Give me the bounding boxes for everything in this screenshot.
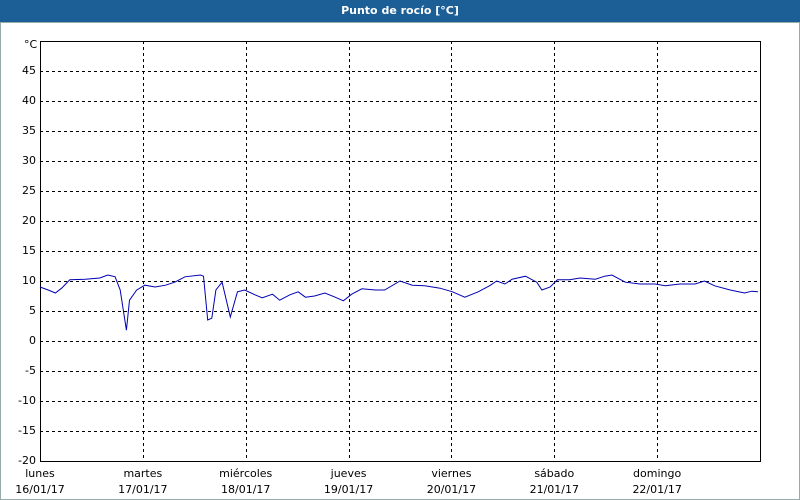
y-tick-label: 15 <box>22 244 36 257</box>
x-tick-label: miércoles <box>219 467 272 480</box>
y-tick-label: 30 <box>22 154 36 167</box>
y-tick-label: 25 <box>22 184 36 197</box>
x-tick-label: martes <box>123 467 162 480</box>
line <box>39 274 758 331</box>
y-tick-label: 35 <box>22 124 36 137</box>
x-tick-date: 16/01/17 <box>15 483 64 496</box>
x-tick-date: 18/01/17 <box>221 483 270 496</box>
y-tick-label: -20 <box>18 454 36 467</box>
y-tick-label: 0 <box>29 334 36 347</box>
x-tick-label: sábado <box>534 467 574 480</box>
x-tick-date: 20/01/17 <box>427 483 476 496</box>
plot-border <box>40 41 761 462</box>
x-tick-label: viernes <box>431 467 471 480</box>
y-tick-label: -15 <box>18 424 36 437</box>
x-tick-date: 17/01/17 <box>118 483 167 496</box>
x-tick-label: domingo <box>633 467 681 480</box>
x-tick-label: lunes <box>25 467 55 480</box>
x-tick-date: 22/01/17 <box>632 483 681 496</box>
y-tick-label: 10 <box>22 274 36 287</box>
chart-title: Punto de rocío [°C] <box>341 4 459 17</box>
y-tick-label: 45 <box>22 64 36 77</box>
x-tick-label: jueves <box>330 467 367 480</box>
y-tick-label: 5 <box>29 304 36 317</box>
y-tick-label: °C <box>24 38 38 51</box>
y-tick-label: -5 <box>25 364 36 377</box>
y-tick-label: -10 <box>18 394 36 407</box>
y-tick-label: 40 <box>22 94 36 107</box>
x-tick-date: 21/01/17 <box>530 483 579 496</box>
x-tick-date: 19/01/17 <box>324 483 373 496</box>
title-bar <box>0 0 800 22</box>
y-tick-label: 20 <box>22 214 36 227</box>
